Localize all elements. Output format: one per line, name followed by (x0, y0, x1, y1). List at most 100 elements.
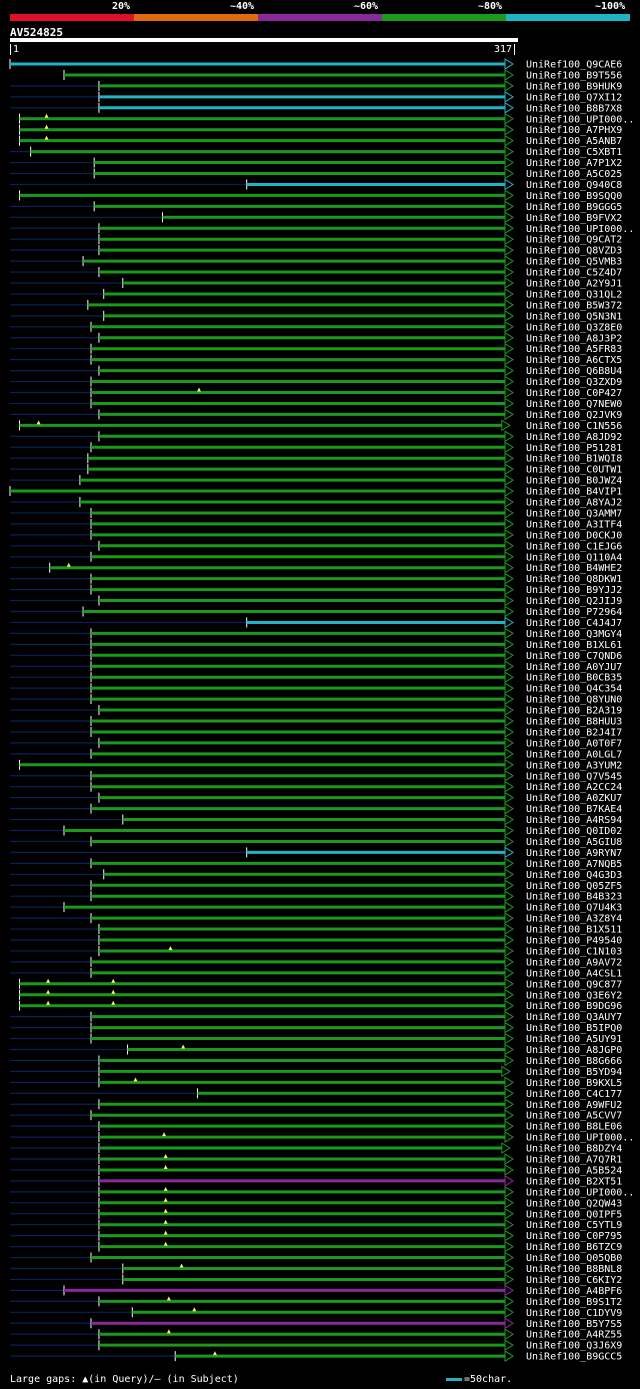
hit-row[interactable]: UniRef100_Q9CAE6 (9, 58, 622, 71)
hit-label[interactable]: UniRef100_Q8DKW1 (526, 574, 622, 585)
hit-row[interactable]: UniRef100_A4RZ55 (10, 1328, 622, 1341)
hit-label[interactable]: UniRef100_A3YUM2 (526, 760, 622, 771)
hit-row[interactable]: UniRef100_A0YJU7 (10, 660, 622, 673)
hit-row[interactable]: UniRef100_A8JD92 (10, 430, 622, 443)
hit-row[interactable]: UniRef100_A6CTX5 (10, 353, 622, 367)
hit-row[interactable]: UniRef100_B2J4I7 (10, 726, 622, 739)
hit-label[interactable]: UniRef100_A4BPF6 (526, 1286, 622, 1297)
hit-row[interactable]: UniRef100_Q0IPF5 (10, 1207, 622, 1221)
hit-row[interactable]: UniRef100_B8BNL8 (10, 1262, 622, 1276)
hit-row[interactable]: UniRef100_Q7NEW0 (10, 397, 622, 410)
hit-label[interactable]: UniRef100_Q7V545 (526, 771, 622, 782)
hit-label[interactable]: UniRef100_A5CVV7 (526, 1111, 622, 1122)
hit-label[interactable]: UniRef100_A5UY91 (526, 1034, 622, 1045)
hit-label[interactable]: UniRef100_A3Z8Y4 (526, 914, 622, 925)
hit-row[interactable]: UniRef100_Q8VZD3 (10, 244, 622, 257)
hit-label[interactable]: UniRef100_Q05QB0 (526, 1253, 622, 1264)
hit-row[interactable]: UniRef100_C7QND6 (10, 649, 622, 662)
hit-label[interactable]: UniRef100_C0P427 (526, 388, 622, 399)
hit-label[interactable]: UniRef100_B2XT51 (526, 1176, 622, 1187)
hit-row[interactable]: UniRef100_B5YD94 (10, 1065, 622, 1078)
hit-label[interactable]: UniRef100_A8YAJ2 (526, 498, 622, 509)
hit-row[interactable]: UniRef100_B9GCC5 (10, 1350, 622, 1363)
hit-label[interactable]: UniRef100_UPI000.. (526, 1133, 634, 1144)
hit-label[interactable]: UniRef100_Q9CAT2 (526, 235, 622, 246)
hit-row[interactable]: UniRef100_Q3MGY4 (10, 627, 622, 640)
hit-label[interactable]: UniRef100_P51281 (526, 443, 622, 454)
hit-label[interactable]: UniRef100_Q7U4K3 (526, 903, 622, 914)
hit-label[interactable]: UniRef100_Q110A4 (526, 552, 622, 563)
hit-row[interactable]: UniRef100_A4BPF6 (10, 1284, 622, 1297)
hit-row[interactable]: UniRef100_UPI000.. (10, 222, 634, 235)
hit-label[interactable]: UniRef100_B8HUU3 (526, 717, 622, 728)
hit-label[interactable]: UniRef100_Q8VZD3 (526, 246, 622, 257)
hit-row[interactable]: UniRef100_C4C177 (10, 1087, 622, 1100)
hit-label[interactable]: UniRef100_Q5VMB3 (526, 257, 622, 268)
hit-row[interactable]: UniRef100_UPI000.. (10, 1131, 634, 1144)
hit-row[interactable]: UniRef100_UPI000.. (19, 112, 635, 126)
hit-row[interactable]: UniRef100_B8LE06 (10, 1120, 622, 1133)
hit-row[interactable]: UniRef100_Q3AUY7 (10, 1010, 622, 1024)
hit-label[interactable]: UniRef100_Q9C877 (526, 979, 622, 990)
hit-label[interactable]: UniRef100_Q8YUN0 (526, 695, 622, 706)
hit-row[interactable]: UniRef100_A5FR83 (10, 342, 622, 356)
hit-label[interactable]: UniRef100_Q3AMM7 (526, 508, 622, 519)
hit-label[interactable]: UniRef100_Q7NEW0 (526, 399, 622, 410)
hit-label[interactable]: UniRef100_Q3ZXD9 (526, 377, 622, 388)
hit-row[interactable]: UniRef100_A3ITF4 (10, 517, 622, 531)
hit-row[interactable]: UniRef100_Q05ZF5 (10, 879, 622, 892)
hit-row[interactable]: UniRef100_B9FVX2 (10, 211, 622, 224)
hit-row[interactable]: UniRef100_Q7U4K3 (10, 901, 622, 914)
hit-label[interactable]: UniRef100_A0T0F7 (526, 738, 622, 749)
hit-row[interactable]: UniRef100_B8DZY4 (10, 1142, 622, 1155)
hit-label[interactable]: UniRef100_A5GIU8 (526, 837, 622, 848)
hit-label[interactable]: UniRef100_B9SQQ0 (526, 191, 622, 202)
hit-label[interactable]: UniRef100_B1XL61 (526, 640, 622, 651)
hit-row[interactable]: UniRef100_Q9CAT2 (10, 233, 622, 246)
hit-row[interactable]: UniRef100_B5IPQ0 (10, 1021, 622, 1035)
hit-row[interactable]: UniRef100_C0UTW1 (10, 463, 622, 476)
hit-row[interactable]: UniRef100_B9S1T2 (10, 1295, 622, 1308)
hit-row[interactable]: UniRef100_A4RS94 (10, 813, 622, 827)
hit-row[interactable]: UniRef100_P72964 (10, 605, 622, 619)
hit-label[interactable]: UniRef100_Q0ID02 (526, 826, 622, 837)
hit-row[interactable]: UniRef100_A5C025 (10, 167, 622, 181)
hit-row[interactable]: UniRef100_A5UY91 (10, 1032, 622, 1046)
hit-row[interactable]: UniRef100_B1X511 (10, 923, 622, 936)
hit-row[interactable]: UniRef100_Q7V545 (10, 769, 622, 783)
hit-row[interactable]: UniRef100_Q6B8U4 (10, 364, 622, 378)
hit-label[interactable]: UniRef100_B1X511 (526, 925, 622, 936)
hit-label[interactable]: UniRef100_UPI000.. (526, 224, 634, 235)
hit-row[interactable]: UniRef100_B2XT51 (10, 1174, 622, 1188)
hit-label[interactable]: UniRef100_Q2JIJ9 (526, 596, 622, 607)
hit-label[interactable]: UniRef100_C6KIY2 (526, 1275, 622, 1286)
hit-label[interactable]: UniRef100_A8JGP0 (526, 1045, 622, 1056)
hit-row[interactable]: UniRef100_D0CKJ0 (10, 528, 622, 542)
hit-label[interactable]: UniRef100_A8JD92 (526, 432, 622, 443)
hit-row[interactable]: UniRef100_UPI000.. (10, 1185, 634, 1199)
hit-label[interactable]: UniRef100_C5Z4D7 (526, 268, 622, 279)
hit-label[interactable]: UniRef100_B9YJJ2 (526, 585, 622, 596)
hit-label[interactable]: UniRef100_Q4C354 (526, 684, 622, 695)
hit-row[interactable]: UniRef100_C0P427 (10, 386, 622, 400)
hit-row[interactable]: UniRef100_Q3AMM7 (10, 507, 622, 520)
hit-label[interactable]: UniRef100_C1EJG6 (526, 541, 622, 552)
hit-row[interactable]: UniRef100_C1EJG6 (10, 539, 622, 553)
hit-label[interactable]: UniRef100_B8BNL8 (526, 1264, 622, 1275)
hit-row[interactable]: UniRef100_Q2QW43 (10, 1196, 622, 1210)
hit-label[interactable]: UniRef100_Q5N3N1 (526, 311, 622, 322)
hit-label[interactable]: UniRef100_A0LGL7 (526, 749, 622, 760)
hit-row[interactable]: UniRef100_P51281 (10, 441, 622, 454)
hit-label[interactable]: UniRef100_A8J3P2 (526, 333, 622, 344)
hit-row[interactable]: UniRef100_Q7XI12 (10, 90, 622, 104)
hit-label[interactable]: UniRef100_C1N556 (526, 421, 622, 432)
hit-label[interactable]: UniRef100_B8G666 (526, 1056, 622, 1067)
hit-row[interactable]: UniRef100_A0LGL7 (10, 747, 622, 761)
hit-row[interactable]: UniRef100_Q5VMB3 (10, 255, 622, 268)
hit-row[interactable]: UniRef100_B1WQI8 (10, 452, 622, 465)
hit-row[interactable]: UniRef100_Q3J6X9 (10, 1339, 622, 1352)
hit-row[interactable]: UniRef100_B9HUK9 (10, 79, 622, 93)
hit-row[interactable]: UniRef100_C4J4J7 (10, 616, 622, 629)
hit-row[interactable]: UniRef100_Q3E6Y2 (19, 988, 623, 1002)
hit-label[interactable]: UniRef100_Q7XI12 (526, 92, 622, 103)
